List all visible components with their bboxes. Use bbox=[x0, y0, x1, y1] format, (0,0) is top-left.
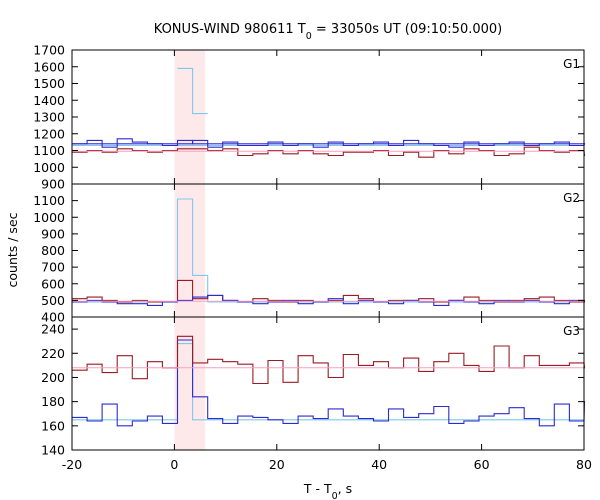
x-axis-label-main: T - T bbox=[303, 481, 332, 496]
y-tick-label: 200 bbox=[41, 370, 65, 385]
y-tick-label: 1400 bbox=[33, 93, 65, 108]
x-tick-label: 0 bbox=[170, 457, 178, 472]
y-tick-label: 900 bbox=[41, 226, 65, 241]
chart-title-subscript: 0 bbox=[306, 31, 312, 42]
x-tick-label: 20 bbox=[269, 457, 285, 472]
y-tick-label: 900 bbox=[41, 177, 65, 192]
y-tick-label: 700 bbox=[41, 260, 65, 275]
panel-frame bbox=[71, 316, 585, 451]
series-blue-1 bbox=[72, 138, 586, 148]
x-tick-label: 60 bbox=[474, 457, 490, 472]
x-tick-label: -20 bbox=[62, 457, 82, 472]
panels-layer: 90010001100120013001400150016001700G1400… bbox=[33, 43, 592, 473]
series-blue-3 bbox=[72, 139, 585, 145]
y-tick-label: 1700 bbox=[33, 43, 65, 58]
y-tick-label: 180 bbox=[41, 394, 65, 409]
chart-title-main: KONUS-WIND 980611 T bbox=[154, 22, 306, 37]
y-tick-label: 1500 bbox=[33, 76, 65, 91]
panel-frame bbox=[71, 49, 585, 185]
series-blue-2 bbox=[72, 294, 586, 306]
y-tick-label: 1200 bbox=[33, 126, 65, 141]
series-blue-1 bbox=[72, 339, 586, 427]
panel-g3: 140 160 180 200 220 240 G3 bbox=[41, 316, 586, 458]
panel-label: G3 bbox=[563, 324, 580, 338]
panel-label: G2 bbox=[563, 191, 580, 205]
x-axis-label-subscript: 0 bbox=[332, 491, 338, 500]
y-tick-label: 600 bbox=[41, 276, 65, 291]
x-tick-label: 80 bbox=[576, 457, 592, 472]
y-tick-label: 1100 bbox=[33, 193, 65, 208]
series-light_blue-0 bbox=[72, 198, 585, 303]
series-light_blue-4 bbox=[177, 67, 208, 115]
chart-title: KONUS-WIND 980611 T0 = 33050s UT (09:10:… bbox=[154, 22, 503, 42]
panel-frame bbox=[71, 183, 585, 318]
panel-label: G1 bbox=[563, 57, 580, 71]
y-tick-label: 240 bbox=[41, 322, 65, 337]
highlight-band bbox=[174, 317, 206, 450]
y-tick-label: 140 bbox=[41, 443, 65, 458]
y-tick-label: 1600 bbox=[33, 59, 65, 74]
highlight-band bbox=[174, 50, 206, 184]
x-tick-label: 40 bbox=[371, 457, 387, 472]
series-dark_red-2 bbox=[72, 146, 586, 158]
y-tick-label: 1300 bbox=[33, 110, 65, 125]
x-axis-label: T - T0, s bbox=[303, 481, 352, 500]
chart-title-rest: = 33050s UT (09:10:50.000) bbox=[312, 22, 502, 37]
y-tick-label: 800 bbox=[41, 243, 65, 258]
y-tick-label: 1100 bbox=[33, 143, 65, 158]
y-tick-label: 500 bbox=[41, 293, 65, 308]
y-tick-label: 1000 bbox=[33, 160, 65, 175]
y-tick-label: 160 bbox=[41, 418, 65, 433]
y-tick-label: 400 bbox=[41, 310, 65, 325]
y-tick-label: 1000 bbox=[33, 210, 65, 225]
series-light_blue-0 bbox=[72, 343, 585, 421]
y-axis-label: counts / sec bbox=[5, 212, 20, 287]
y-tick-label: 220 bbox=[41, 346, 65, 361]
highlight-band bbox=[174, 184, 206, 317]
series-dark_red-2 bbox=[72, 335, 586, 385]
x-axis-label-rest: , s bbox=[338, 481, 352, 496]
